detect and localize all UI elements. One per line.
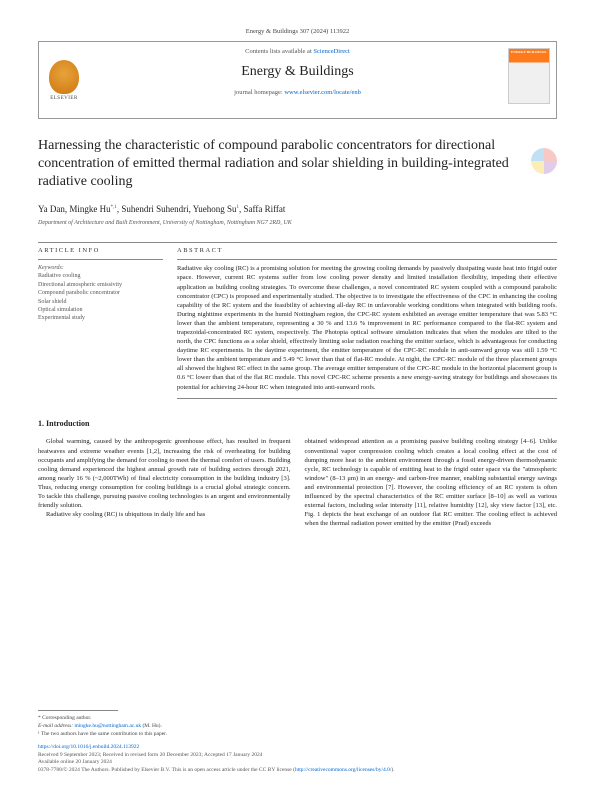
keywords-label: Keywords: xyxy=(38,264,163,272)
email-suffix: (M. Hu). xyxy=(141,723,162,729)
elsevier-label: ELSEVIER xyxy=(50,96,78,103)
email-link[interactable]: mingke.hu@nottingham.ac.uk xyxy=(74,723,141,729)
abstract-column: ABSTRACT Radiative sky cooling (RC) is a… xyxy=(177,247,557,403)
keyword-item: Directional atmospheric emissivity xyxy=(38,281,163,289)
homepage-prefix: journal homepage: xyxy=(234,89,284,96)
corresponding-author: * Corresponding author. xyxy=(38,714,557,722)
body-col-left: Global warming, caused by the anthropoge… xyxy=(38,437,291,528)
authors-part1: Ya Dan, Mingke Hu xyxy=(38,204,111,214)
divider xyxy=(177,259,557,260)
divider xyxy=(38,242,557,243)
intro-heading: 1. Introduction xyxy=(38,419,557,430)
elsevier-logo: ELSEVIER xyxy=(45,60,83,108)
contents-line: Contents lists available at ScienceDirec… xyxy=(49,48,546,57)
contribution-note: ¹ The two authors have the same contribu… xyxy=(38,730,557,738)
keyword-item: Solar shield xyxy=(38,298,163,306)
intro-p2: Radiative sky cooling (RC) is ubiquitous… xyxy=(38,510,291,519)
divider xyxy=(177,398,557,399)
authors-part2: , Suhendri Suhendri, Yuehong Su xyxy=(117,204,237,214)
journal-header-box: ELSEVIER ENERGY BUILDINGS Contents lists… xyxy=(38,41,557,119)
running-header: Energy & Buildings 307 (2024) 113922 xyxy=(38,28,557,37)
copyright-suffix: ). xyxy=(391,767,394,773)
crossmark-badge-icon[interactable] xyxy=(531,148,557,174)
email-line: E-mail address: mingke.hu@nottingham.ac.… xyxy=(38,722,557,730)
author-list: Ya Dan, Mingke Hu*,1, Suhendri Suhendri,… xyxy=(38,203,557,215)
info-abstract-row: ARTICLE INFO Keywords: Radiative cooling… xyxy=(38,247,557,403)
footnote-divider xyxy=(38,710,118,711)
article-history: Received 9 September 2023; Received in r… xyxy=(38,752,557,759)
email-label: E-mail address: xyxy=(38,723,74,729)
affiliation: Department of Architecture and Built Env… xyxy=(38,219,557,227)
homepage-line: journal homepage: www.elsevier.com/locat… xyxy=(49,89,546,98)
keyword-item: Compound parabolic concentrator xyxy=(38,289,163,297)
article-title: Harnessing the characteristic of compoun… xyxy=(38,137,557,192)
abstract-head: ABSTRACT xyxy=(177,247,557,256)
article-info-head: ARTICLE INFO xyxy=(38,247,163,256)
footer-block: * Corresponding author. E-mail address: … xyxy=(38,710,557,774)
copyright-prefix: 0378-7788/© 2024 The Authors. Published … xyxy=(38,767,295,773)
keyword-item: Radiative cooling xyxy=(38,272,163,280)
elsevier-tree-icon xyxy=(49,60,79,94)
sciencedirect-link[interactable]: ScienceDirect xyxy=(313,48,349,55)
abstract-text: Radiative sky cooling (RC) is a promisin… xyxy=(177,264,557,391)
homepage-link[interactable]: www.elsevier.com/locate/enb xyxy=(284,89,360,96)
body-columns: Global warming, caused by the anthropoge… xyxy=(38,437,557,528)
copyright-line: 0378-7788/© 2024 The Authors. Published … xyxy=(38,767,557,774)
body-col-right: obtained widespread attention as a promi… xyxy=(305,437,558,528)
intro-p3: obtained widespread attention as a promi… xyxy=(305,437,558,528)
doi-link[interactable]: https://doi.org/10.1016/j.enbuild.2024.1… xyxy=(38,744,139,750)
journal-cover-thumbnail: ENERGY BUILDINGS xyxy=(508,48,550,104)
cc-license-link[interactable]: http://creativecommons.org/licenses/by/4… xyxy=(295,767,391,773)
contents-prefix: Contents lists available at xyxy=(245,48,313,55)
divider xyxy=(38,259,163,260)
authors-part3: , Saffa Riffat xyxy=(239,204,285,214)
doi-line: https://doi.org/10.1016/j.enbuild.2024.1… xyxy=(38,744,557,751)
keyword-item: Optical simulation xyxy=(38,306,163,314)
cover-title: ENERGY BUILDINGS xyxy=(509,49,549,57)
keyword-item: Experimental study xyxy=(38,314,163,322)
intro-p1: Global warming, caused by the anthropoge… xyxy=(38,437,291,510)
article-info-column: ARTICLE INFO Keywords: Radiative cooling… xyxy=(38,247,163,403)
journal-name: Energy & Buildings xyxy=(49,63,546,82)
available-online: Available online 20 January 2024 xyxy=(38,759,557,766)
